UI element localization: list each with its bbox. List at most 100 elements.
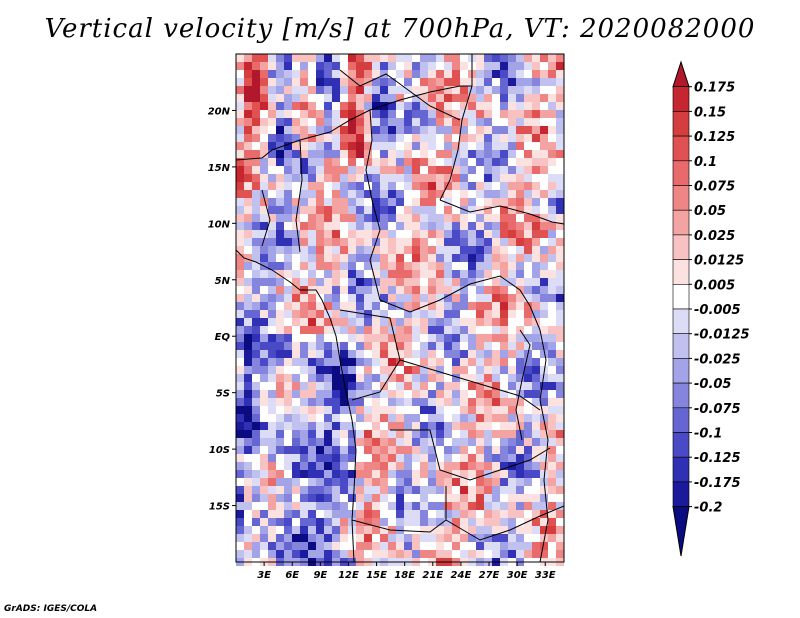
field-cell [556,126,564,134]
field-cell [268,486,276,494]
field-cell [492,534,500,542]
field-cell [508,550,516,558]
field-cell [444,166,452,174]
field-cell [452,502,460,510]
field-cell [452,142,460,150]
field-cell [516,310,524,318]
field-cell [284,94,292,102]
field-cell [444,142,452,150]
field-cell [364,86,372,94]
field-cell [308,326,316,334]
field-cell [484,454,492,462]
field-cell [364,350,372,358]
field-cell [348,550,356,558]
field-cell [236,518,244,526]
field-cell [332,430,340,438]
field-cell [260,526,268,534]
field-cell [276,94,284,102]
field-cell [444,182,452,190]
field-cell [524,502,532,510]
field-cell [460,542,468,550]
field-cell [436,438,444,446]
field-cell [556,78,564,86]
field-cell [316,126,324,134]
field-cell [324,78,332,86]
field-cell [340,78,348,86]
field-cell [292,54,300,62]
field-cell [372,78,380,86]
field-cell [420,70,428,78]
field-cell [308,374,316,382]
field-cell [292,238,300,246]
field-cell [324,350,332,358]
field-cell [244,246,252,254]
field-cell [340,342,348,350]
field-cell [420,382,428,390]
field-cell [460,422,468,430]
field-cell [492,550,500,558]
field-cell [372,86,380,94]
field-cell [316,374,324,382]
field-cell [516,494,524,502]
field-cell [508,486,516,494]
field-cell [268,518,276,526]
field-cell [324,230,332,238]
field-cell [284,118,292,126]
x-tick-label: 12E [338,570,359,581]
field-cell [308,510,316,518]
field-cell [556,246,564,254]
field-cell [524,94,532,102]
field-cell [292,398,300,406]
field-cell [396,294,404,302]
field-cell [388,206,396,214]
field-cell [468,518,476,526]
field-cell [436,198,444,206]
field-cell [452,382,460,390]
field-cell [356,134,364,142]
field-cell [292,518,300,526]
field-cell [540,278,548,286]
field-cell [268,310,276,318]
field-cell [524,430,532,438]
field-cell [388,78,396,86]
field-cell [380,342,388,350]
field-cell [404,366,412,374]
field-cell [500,206,508,214]
field-cell [428,542,436,550]
field-cell [476,310,484,318]
field-cell [388,318,396,326]
field-cell [292,502,300,510]
field-cell [444,286,452,294]
field-cell [332,254,340,262]
field-cell [516,390,524,398]
field-cell [268,150,276,158]
field-cell [252,406,260,414]
field-cell [396,62,404,70]
field-cell [460,454,468,462]
field-cell [500,190,508,198]
field-cell [380,542,388,550]
field-cell [348,310,356,318]
field-cell [316,118,324,126]
field-cell [500,374,508,382]
field-cell [236,390,244,398]
field-cell [324,142,332,150]
field-cell [436,518,444,526]
field-cell [388,262,396,270]
field-cell [284,126,292,134]
field-cell [436,62,444,70]
field-cell [476,102,484,110]
field-cell [492,390,500,398]
field-cell [356,334,364,342]
field-cell [460,278,468,286]
field-cell [276,494,284,502]
field-cell [324,110,332,118]
field-cell [300,478,308,486]
field-cell [324,102,332,110]
field-cell [372,550,380,558]
field-cell [316,294,324,302]
field-cell [516,222,524,230]
field-cell [412,342,420,350]
field-cell [268,350,276,358]
